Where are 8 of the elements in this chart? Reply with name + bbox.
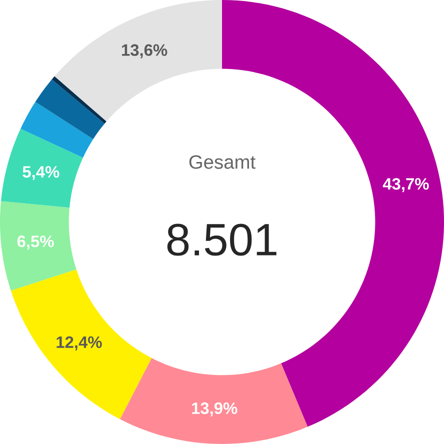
data-label: 13,6% — [122, 44, 168, 58]
text: 8.501 — [167, 224, 276, 256]
data-label: 13,9% — [192, 402, 238, 416]
data-label: 5,4% — [22, 166, 60, 180]
data-label: 43,7% — [382, 178, 429, 192]
data-label: 12,4% — [56, 336, 102, 350]
data-label: 6,5% — [17, 236, 54, 250]
text: Gesamt — [189, 155, 256, 169]
